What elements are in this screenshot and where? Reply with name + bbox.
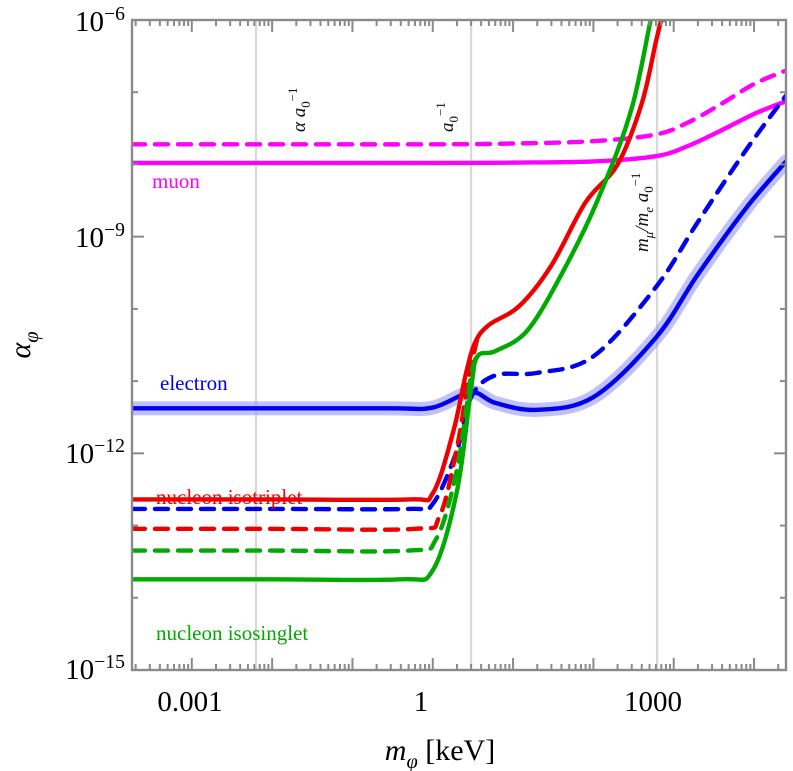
curve-electron-dashed: [132, 93, 786, 512]
curve-nucleon-isosinglet: [132, 20, 667, 583]
curve-electron: [132, 159, 786, 413]
y-tick-label-1: 10−6: [75, 3, 125, 38]
svg-text:a0−1: a0−1: [433, 102, 461, 132]
gridline-label-a0-inv: a0−1: [433, 102, 461, 132]
svg-text:α a0−1: α a0−1: [285, 88, 313, 132]
curve-group: [132, 20, 786, 583]
svg-text:mμ/me a0−1: mμ/me a0−1: [628, 173, 656, 252]
x-tick-label-1: 0.001: [157, 686, 222, 718]
curve-label-electron: electron: [160, 371, 228, 395]
x-axis-title: mφ [keV]: [385, 734, 495, 771]
curve-label-nucleon-isotriplet: nucleon isotriplet: [156, 485, 303, 509]
svg-text:αφ: αφ: [4, 331, 43, 358]
x-tick-label-3: 1000: [624, 686, 682, 718]
curve-nucleon-isosinglet-dashed: [132, 351, 481, 554]
plot-frame: [130, 18, 788, 672]
curve-muon: [132, 99, 786, 166]
y-tick-label-3: 10−12: [65, 435, 125, 470]
curve-label-muon: muon: [152, 169, 200, 193]
y-tick-label-4: 10−15: [65, 651, 125, 686]
curve-muon-dashed: [132, 68, 786, 147]
gridline-label-mmu-me-a0-inv: mμ/me a0−1: [628, 173, 656, 252]
curve-nucleon-isotriplet: [132, 20, 664, 503]
gridline-label-alpha-a0-inv: α a0−1: [285, 88, 313, 132]
frame-rect: [130, 18, 788, 672]
axis-ticks: [132, 19, 786, 671]
x-tick-label-2: 1: [414, 686, 429, 718]
curve-label-nucleon-isosinglet: nucleon isosinglet: [156, 621, 308, 645]
y-axis-title: αφ: [4, 331, 43, 358]
y-tick-label-2: 10−9: [75, 219, 125, 254]
